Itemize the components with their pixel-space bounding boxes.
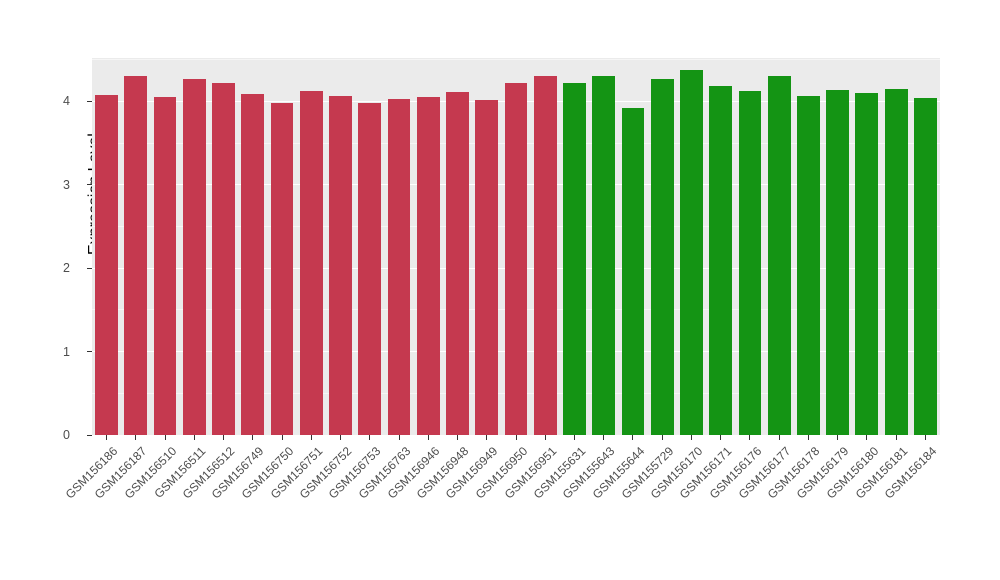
y-tick-label: 4 — [63, 94, 70, 109]
bar-GSM156948 — [446, 92, 469, 435]
x-tick-mark — [252, 435, 254, 440]
bar-GSM156187 — [124, 76, 148, 435]
x-tick-mark — [457, 435, 459, 440]
x-tick-mark — [369, 435, 371, 440]
x-tick-mark — [924, 435, 926, 440]
x-tick-mark — [866, 435, 868, 440]
y-tick-label: 3 — [63, 177, 70, 192]
bar-GSM156752 — [329, 96, 352, 435]
x-tick-mark — [193, 435, 195, 440]
bar-GSM156950 — [504, 83, 528, 435]
bar-GSM156179 — [826, 89, 850, 435]
x-tick-mark — [573, 435, 575, 440]
y-tick-mark — [87, 100, 92, 102]
bar-GSM156749 — [241, 93, 265, 435]
x-tick-mark — [749, 435, 751, 440]
y-tick-mark — [87, 351, 92, 353]
bar-GSM156512 — [212, 83, 235, 435]
y-axis: 0 1 2 3 4 — [0, 58, 92, 442]
bar-GSM156170 — [680, 69, 703, 435]
y-tick-mark — [87, 184, 92, 186]
x-tick-mark — [398, 435, 400, 440]
bar-GSM156750 — [270, 103, 294, 435]
x-tick-mark — [223, 435, 225, 440]
bar-GSM156951 — [533, 75, 557, 435]
bar-GSM156177 — [767, 76, 791, 435]
y-tick-mark — [87, 267, 92, 269]
bar-GSM156511 — [182, 78, 206, 435]
bar-GSM156751 — [299, 90, 323, 435]
x-tick-mark — [807, 435, 809, 440]
bar-GSM155644 — [621, 108, 645, 435]
x-axis: GSM156186 GSM156187 GSM156510 GSM156511 GSM1… — [63, 435, 940, 555]
x-tick-mark — [603, 435, 605, 440]
x-tick-mark — [837, 435, 839, 440]
x-tick-mark — [778, 435, 780, 440]
x-tick-mark — [106, 435, 108, 440]
bar-GSM156753 — [358, 103, 382, 435]
x-tick-mark — [720, 435, 722, 440]
x-tick-mark — [632, 435, 634, 440]
x-tick-mark — [544, 435, 546, 440]
x-tick-mark — [310, 435, 312, 440]
plot-panel — [92, 58, 940, 436]
bar-GSM155643 — [592, 76, 616, 435]
y-tick-label: 0 — [63, 428, 70, 442]
bar-GSM155729 — [650, 78, 674, 435]
bar-GSM156763 — [387, 98, 411, 435]
bar-GSM156178 — [797, 95, 820, 435]
x-tick-mark — [895, 435, 897, 440]
bars-layer — [92, 58, 940, 435]
x-tick-mark — [340, 435, 342, 440]
bar-GSM156949 — [475, 99, 499, 435]
x-tick-mark — [515, 435, 517, 440]
x-tick-mark — [661, 435, 663, 440]
bar-GSM155631 — [563, 83, 586, 435]
y-tick-label: 1 — [63, 344, 70, 359]
bar-GSM156180 — [855, 93, 879, 435]
x-tick-mark — [281, 435, 283, 440]
bar-GSM156171 — [709, 85, 733, 435]
y-tick-label: 2 — [63, 261, 70, 276]
bar-GSM156184 — [913, 98, 937, 435]
bar-GSM156186 — [95, 94, 118, 435]
x-tick-mark — [427, 435, 429, 440]
bar-GSM156181 — [884, 88, 908, 435]
bar-GSM156176 — [738, 91, 762, 435]
x-tick-mark — [486, 435, 488, 440]
bar-GSM156510 — [153, 97, 177, 435]
x-tick-mark — [135, 435, 137, 440]
y-tick-mark — [87, 434, 92, 436]
x-tick-mark — [690, 435, 692, 440]
x-tick-mark — [164, 435, 166, 440]
bar-GSM156946 — [416, 97, 440, 435]
